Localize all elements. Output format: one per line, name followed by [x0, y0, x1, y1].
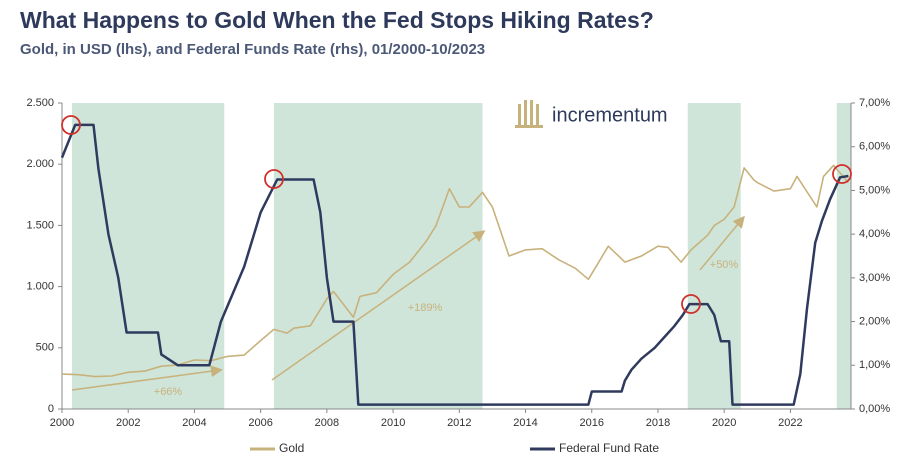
- highlight-range: [71, 103, 225, 409]
- y2-tick-label: 0,00%: [859, 403, 890, 415]
- x-tick-label: 2002: [116, 417, 140, 429]
- x-tick-label: 2000: [50, 417, 74, 429]
- y-tick-label: 1.000: [26, 281, 54, 293]
- peak-circle: [681, 294, 701, 314]
- y2-tick-label: 1,00%: [859, 359, 890, 371]
- y-tick-label: 500: [36, 342, 54, 354]
- logo-text: incrementum: [552, 104, 668, 126]
- y-tick-label: 2.000: [26, 158, 54, 170]
- y2-tick-label: 4,00%: [859, 228, 890, 240]
- annotation: +50%: [710, 259, 739, 271]
- peak-circle: [832, 164, 852, 184]
- annotation: +189%: [408, 302, 443, 314]
- x-tick-label: 2014: [513, 417, 537, 429]
- peak-circle: [264, 169, 284, 189]
- highlight-range: [273, 103, 483, 409]
- x-tick-label: 2006: [248, 417, 272, 429]
- peak-circle: [61, 115, 81, 135]
- y2-tick-label: 5,00%: [859, 184, 890, 196]
- x-tick-label: 2022: [778, 417, 802, 429]
- legend-label: Federal Fund Rate: [559, 441, 659, 455]
- y-tick-label: 2.500: [26, 97, 54, 109]
- x-tick-label: 2016: [580, 417, 604, 429]
- annotation-arrow: [699, 215, 745, 271]
- x-tick-label: 2020: [712, 417, 736, 429]
- y2-tick-label: 7,00%: [859, 97, 890, 109]
- y-tick-label: 0: [48, 403, 54, 415]
- y2-tick-label: 2,00%: [859, 315, 890, 327]
- y2-tick-label: 3,00%: [859, 272, 890, 284]
- logo-icon: [515, 100, 543, 128]
- x-tick-label: 2010: [381, 417, 405, 429]
- x-tick-label: 2004: [182, 417, 206, 429]
- x-tick-label: 2008: [315, 417, 339, 429]
- x-tick-label: 2012: [447, 417, 471, 429]
- highlight-range: [687, 103, 741, 409]
- annotation: +66%: [154, 386, 183, 398]
- chart-subtitle: Gold, in USD (lhs), and Federal Funds Ra…: [20, 41, 485, 58]
- series-line: [61, 164, 850, 378]
- x-tick-label: 2018: [646, 417, 670, 429]
- annotation-arrow: [71, 365, 223, 391]
- highlight-range: [836, 103, 851, 409]
- chart-title: What Happens to Gold When the Fed Stops …: [20, 7, 654, 33]
- y-tick-label: 1.500: [26, 219, 54, 231]
- annotation-arrow: [271, 230, 486, 381]
- legend-label: Gold: [279, 441, 304, 455]
- y2-tick-label: 6,00%: [859, 141, 890, 153]
- series-line: [60, 123, 849, 406]
